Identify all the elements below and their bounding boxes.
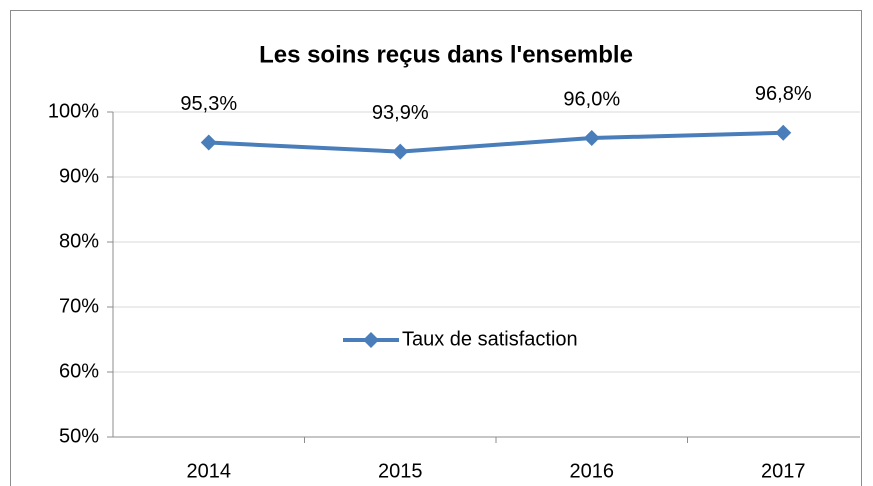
data-label: 93,9% — [372, 102, 429, 124]
data-label: 96,0% — [563, 88, 620, 110]
data-label: 96,8% — [755, 83, 812, 105]
data-point — [775, 124, 792, 141]
data-point — [583, 130, 600, 146]
series-line — [208, 130, 784, 154]
x-tick-label: 2017 — [761, 460, 806, 482]
chart-border — [10, 10, 862, 486]
y-tick-label: 80% — [59, 230, 99, 252]
legend-label: Taux de satisfaction — [402, 328, 578, 350]
legend-marker — [363, 332, 379, 348]
y-tick-label: 90% — [59, 165, 99, 187]
y-tick-label: 50% — [59, 425, 99, 447]
data-label: 95,3% — [180, 93, 237, 115]
y-tick-label: 60% — [59, 360, 99, 382]
data-point — [200, 134, 217, 151]
x-tick-label: 2016 — [570, 460, 615, 482]
y-tick-label: 100% — [48, 100, 99, 122]
data-point — [392, 143, 409, 160]
x-tick-label: 2014 — [187, 460, 232, 482]
x-tick-label: 2015 — [378, 460, 423, 482]
chart-title: Les soins reçus dans l'ensemble — [259, 41, 633, 68]
y-tick-label: 70% — [59, 295, 99, 317]
